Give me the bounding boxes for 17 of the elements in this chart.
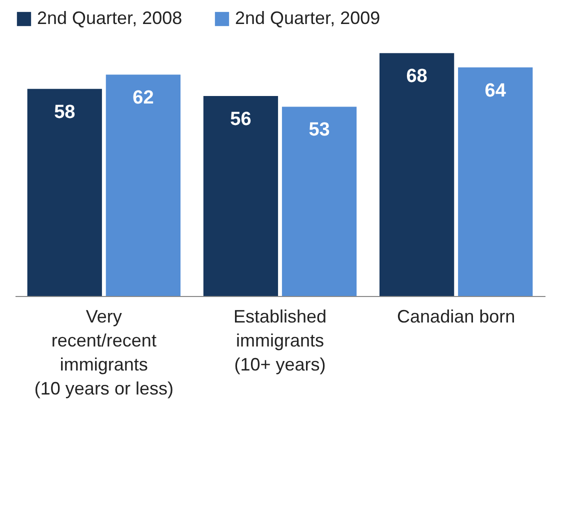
legend-label: 2nd Quarter, 2008 <box>37 8 182 28</box>
data-label: 53 <box>308 120 330 141</box>
bar <box>203 96 278 296</box>
data-label: 68 <box>406 66 428 88</box>
bar <box>282 106 357 296</box>
legend-label: 2nd Quarter, 2009 <box>235 8 380 28</box>
bar <box>106 74 181 296</box>
data-label: 56 <box>230 109 252 130</box>
bar <box>379 53 454 296</box>
x-tick-label: Canadian born <box>397 306 516 326</box>
data-label: 64 <box>484 80 506 102</box>
x-tick-label: Established immigrants (10+ years) <box>233 306 327 374</box>
x-tick-label: Very recent/recent immigrants (10 years or less) <box>34 306 174 398</box>
data-label: 62 <box>132 88 154 109</box>
bar <box>458 67 533 296</box>
data-label: 58 <box>54 102 76 123</box>
bar <box>27 88 102 296</box>
